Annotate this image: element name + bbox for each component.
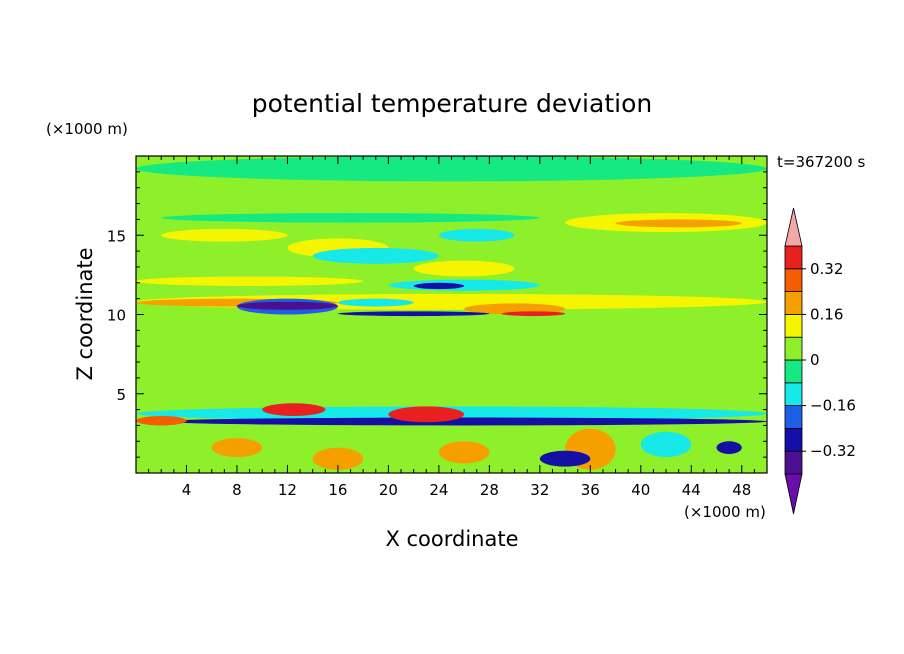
x-tick-label: 48 xyxy=(732,481,751,499)
contour-band xyxy=(211,438,263,458)
colorbar-swatch xyxy=(784,313,803,338)
y-unit-label: (×1000 m) xyxy=(46,120,128,138)
contour-band xyxy=(413,260,515,277)
colorbar-under-triangle xyxy=(784,473,803,515)
x-tick-label: 40 xyxy=(631,481,650,499)
x-unit-label: (×1000 m) xyxy=(684,503,766,521)
y-tick-label: 5 xyxy=(116,386,126,404)
colorbar: 0.32 0.16 0 −0.16 −0.32 xyxy=(784,207,856,515)
contour-band xyxy=(388,279,540,291)
contour-band xyxy=(337,298,414,307)
x-axis-title: X coordinate xyxy=(385,527,518,551)
colorbar-swatch xyxy=(784,268,803,292)
contour-band xyxy=(438,441,490,464)
colorbar-tick-label: 0 xyxy=(810,351,820,369)
x-tick-label: 4 xyxy=(182,481,192,499)
x-tick-label: 8 xyxy=(232,481,242,499)
contour-band xyxy=(136,156,767,182)
y-axis: 5 10 15 xyxy=(107,171,767,458)
colorbar-swatch xyxy=(784,291,803,315)
x-tick-label: 16 xyxy=(328,481,347,499)
contour-band xyxy=(161,213,540,223)
colorbar-swatch xyxy=(784,427,803,452)
colorbar-tick-label: 0.16 xyxy=(810,305,843,323)
chart-title: potential temperature deviation xyxy=(252,89,652,118)
colorbar-swatch xyxy=(784,450,803,475)
contour-band xyxy=(236,301,338,310)
contour-band xyxy=(161,228,288,242)
y-tick-label: 10 xyxy=(107,307,126,325)
contour-band xyxy=(413,282,465,290)
contour-band xyxy=(161,417,767,426)
colorbar-tick-label: −0.16 xyxy=(810,397,856,415)
colorbar-tick-label: −0.32 xyxy=(810,442,856,460)
contour-band xyxy=(716,441,742,454)
x-tick-label: 20 xyxy=(379,481,398,499)
colorbar-swatch xyxy=(784,359,803,384)
time-label: t=367200 s xyxy=(777,153,865,171)
x-tick-label: 36 xyxy=(581,481,600,499)
x-axis: 4 8 12 16 20 24 28 32 36 40 44 48 xyxy=(148,156,755,499)
x-tick-label: 12 xyxy=(278,481,297,499)
x-tick-label: 44 xyxy=(682,481,701,499)
contour-band xyxy=(501,311,566,317)
contour-band xyxy=(640,431,692,458)
contour-band xyxy=(312,247,439,264)
colorbar-swatch xyxy=(784,405,803,429)
contour-band xyxy=(136,415,187,426)
contour-band xyxy=(136,276,364,286)
y-tick-label: 15 xyxy=(107,227,126,245)
x-tick-label: 32 xyxy=(530,481,549,499)
contour-band xyxy=(615,219,742,228)
contour-band xyxy=(262,403,326,416)
colorbar-tick-label: 0.32 xyxy=(810,260,843,278)
x-tick-label: 24 xyxy=(429,481,448,499)
plot-area xyxy=(136,156,767,473)
y-axis-title: Z coordinate xyxy=(73,247,97,380)
colorbar-swatch xyxy=(784,336,803,361)
colorbar-over-triangle xyxy=(784,207,803,247)
contour-band xyxy=(388,406,465,423)
contour-band xyxy=(539,450,591,467)
colorbar-swatch xyxy=(784,382,803,406)
colorbar-swatch xyxy=(784,245,803,270)
x-tick-label: 28 xyxy=(480,481,499,499)
contour-band xyxy=(312,447,364,470)
contour-band xyxy=(337,311,490,317)
contour-band xyxy=(438,228,515,242)
